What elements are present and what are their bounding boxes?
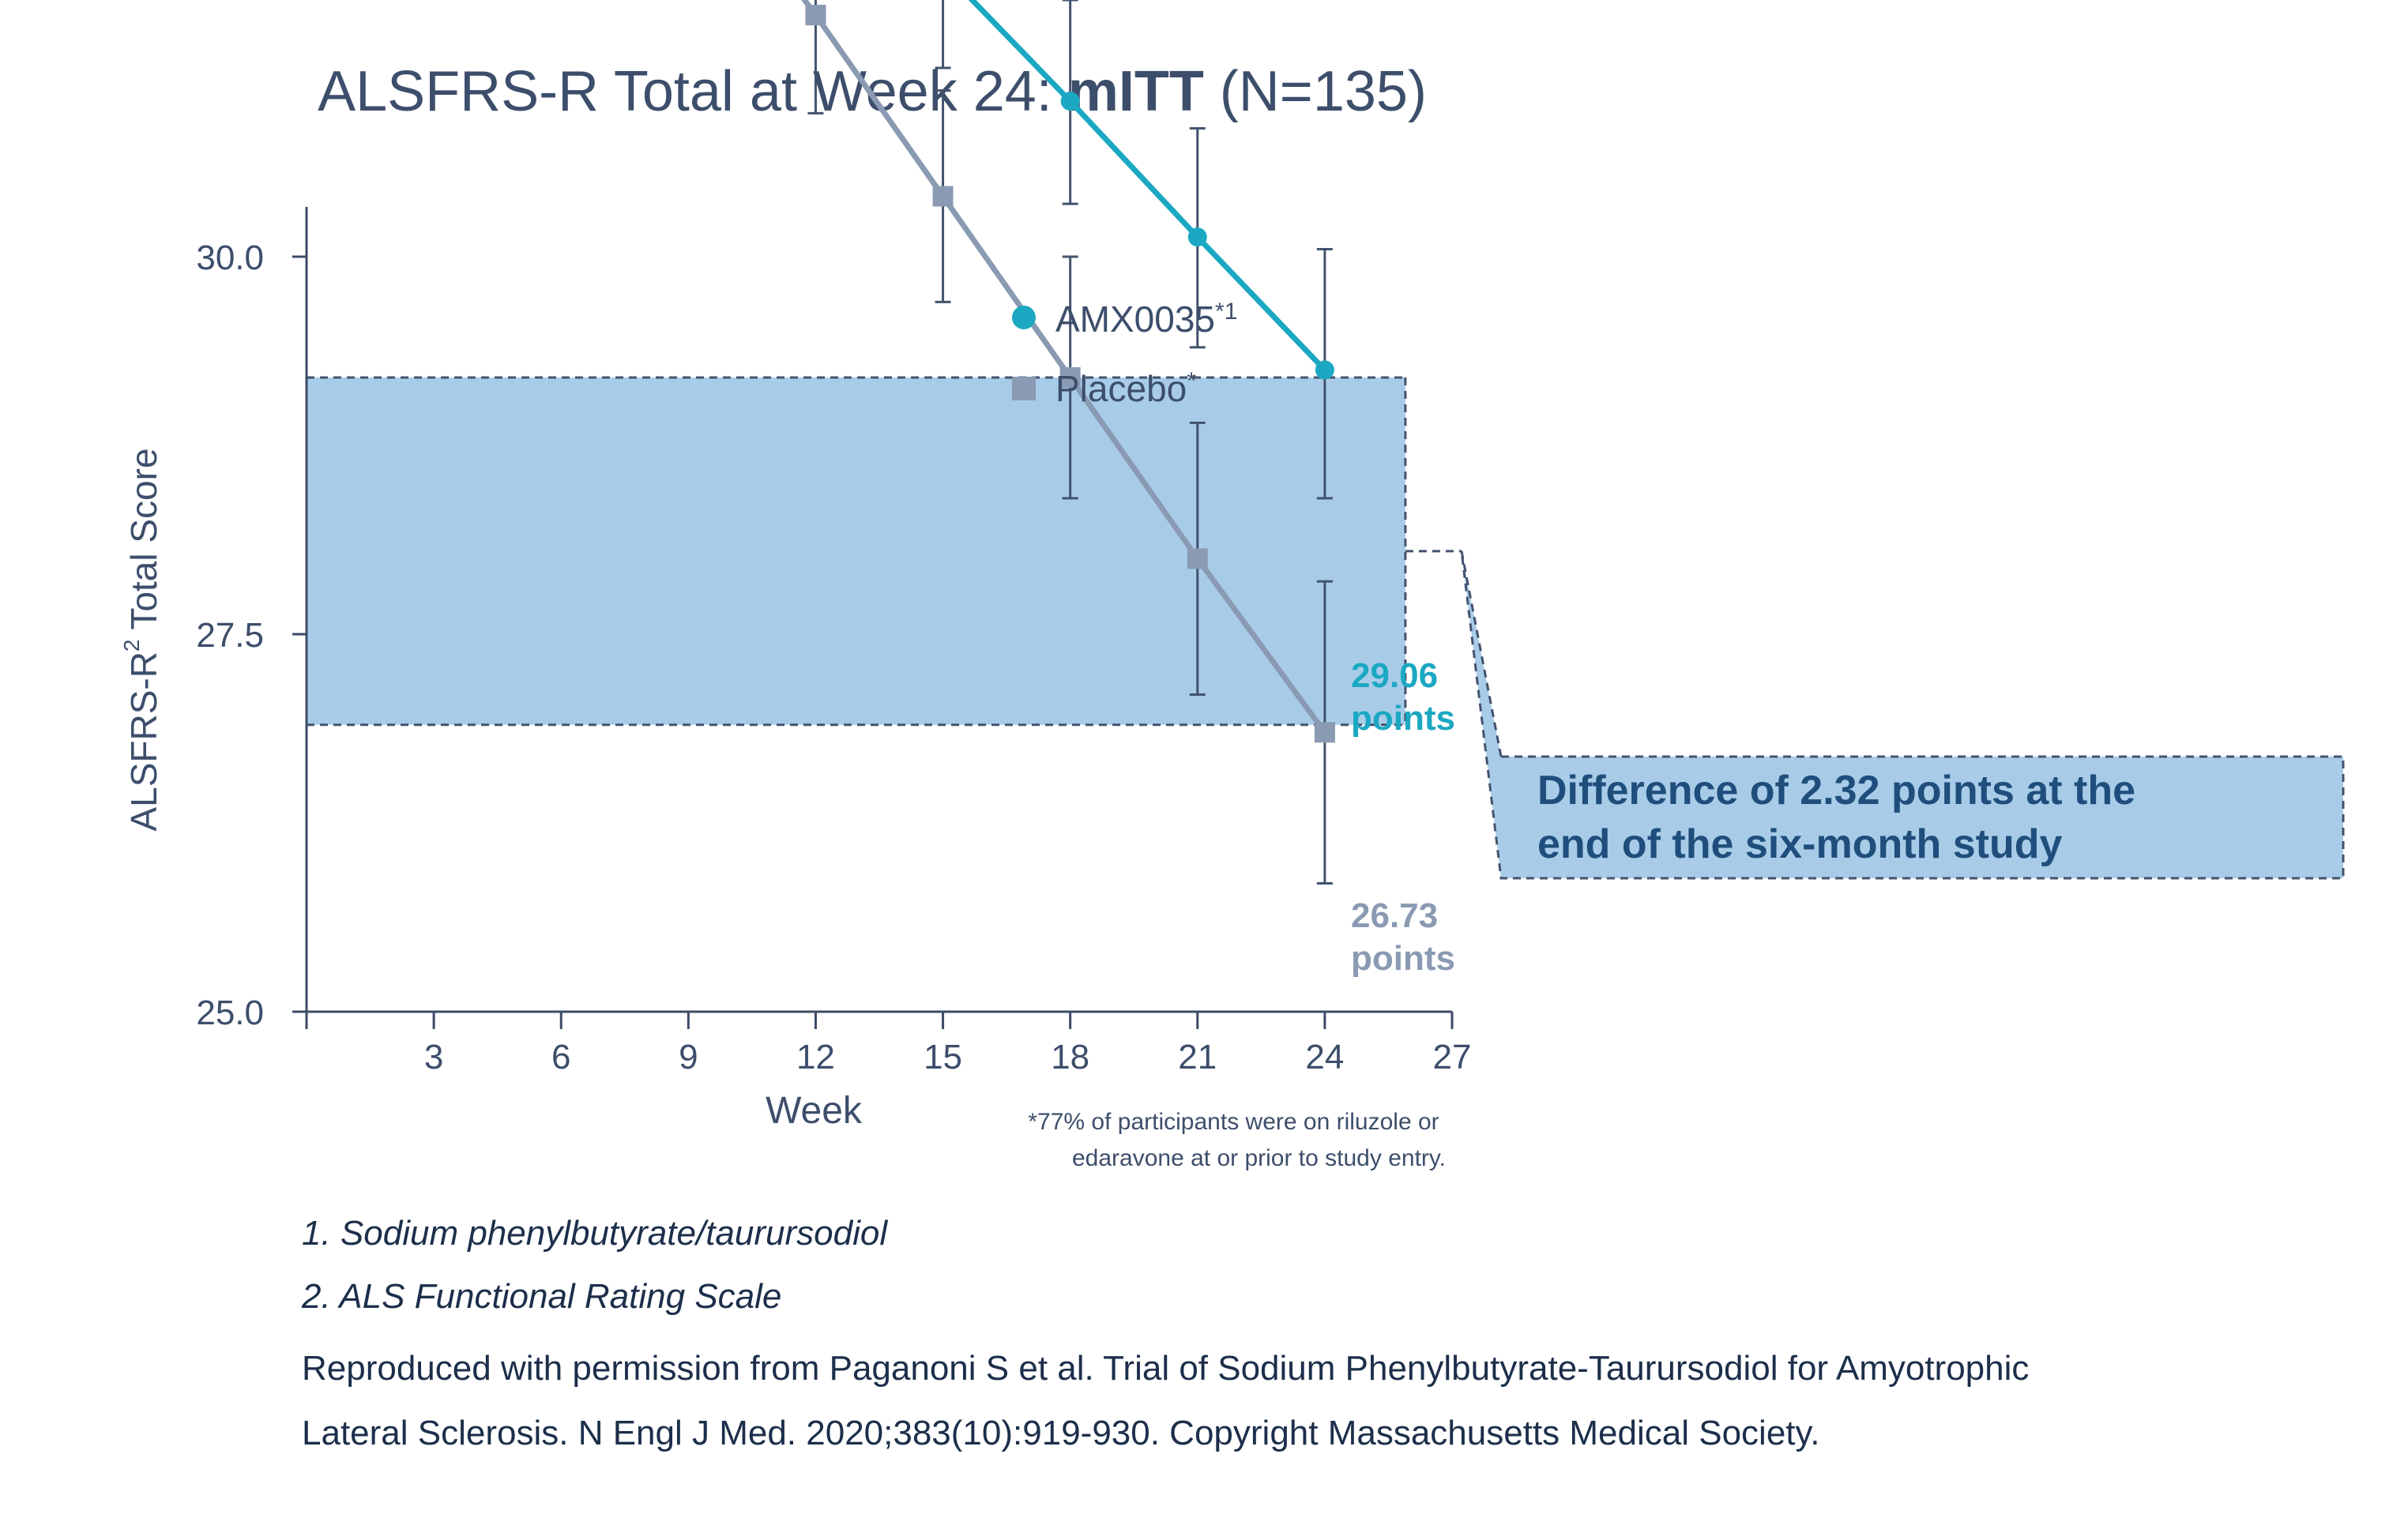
- y-axis-label: ALSFRS-R2 Total Score: [119, 448, 164, 831]
- x-tick-label-24: 24: [1305, 1038, 1344, 1076]
- placebo-end-label-line-2: points: [1351, 939, 1455, 978]
- citation-line-2: Lateral Sclerosis. N Engl J Med. 2020;38…: [302, 1414, 1820, 1452]
- x-tick-label-12: 12: [796, 1038, 835, 1076]
- x-tick-label-6: 6: [551, 1038, 570, 1076]
- amx0035-point-week-24: [1315, 360, 1334, 380]
- chart-footnote-line-2: edaravone at or prior to study entry.: [1072, 1145, 1446, 1171]
- placebo-point-week-15: [932, 186, 954, 207]
- citation: Reproduced with permission from Paganoni…: [302, 1336, 2324, 1466]
- footnote-1: 1. Sodium phenylbutyrate/taurursodiol: [302, 1214, 888, 1253]
- legend-placebo-superscript: *: [1187, 368, 1196, 394]
- footnotes: 1. Sodium phenylbutyrate/taurursodiol 2.…: [302, 1202, 2324, 1466]
- legend-placebo-label: Placebo*: [1055, 368, 1196, 409]
- legend-amx0035-marker: [1012, 306, 1036, 329]
- x-tick-label-15: 15: [924, 1038, 962, 1076]
- legend: AMX0035*1 Placebo*: [1012, 299, 1237, 409]
- x-tick-label-21: 21: [1178, 1038, 1217, 1076]
- y-tick-label-30.0: 30.0: [196, 239, 264, 277]
- citation-line-1: Reproduced with permission from Paganoni…: [302, 1349, 2030, 1388]
- callout-text-line-2: end of the six-month study: [1537, 821, 2063, 867]
- amx0035-point-week-21: [1187, 227, 1207, 247]
- x-tick-label-3: 3: [424, 1038, 443, 1076]
- chart-footnote: *77% of participants were on riluzole or…: [1028, 1109, 1446, 1171]
- footnote-2: 2. ALS Functional Rating Scale: [302, 1277, 782, 1316]
- amx0035-end-label-line-2: points: [1351, 699, 1455, 738]
- amx0035-end-label-line-1: 29.06: [1351, 656, 1438, 695]
- chart-title-suffix: (N=135): [1204, 60, 1427, 123]
- chart-title-prefix: ALSFRS-R Total at Week 24:: [318, 60, 1068, 123]
- chart-footnote-line-1: *77% of participants were on riluzole or: [1028, 1109, 1439, 1135]
- difference-callout: [1460, 550, 2345, 880]
- chart-title-emphasis: mITT: [1068, 60, 1204, 123]
- y-axis-label-superscript: 2: [119, 640, 144, 652]
- legend-placebo-marker: [1012, 377, 1036, 400]
- legend-amx0035-superscript: *1: [1215, 299, 1237, 325]
- series-layer: 29.06 points 26.73 points: [801, 0, 1455, 978]
- y-tick-label-25.0: 25.0: [196, 994, 264, 1032]
- x-tick-label-18: 18: [1051, 1038, 1089, 1076]
- x-axis-label: Week: [766, 1090, 863, 1132]
- legend-amx0035-label: AMX0035*1: [1055, 299, 1237, 340]
- placebo-end-label-line-1: 26.73: [1351, 896, 1438, 935]
- placebo-point-week-24: [1314, 722, 1335, 743]
- callout-text-line-1: Difference of 2.32 points at the: [1537, 768, 2135, 813]
- y-tick-label-27.5: 27.5: [196, 616, 264, 655]
- placebo-point-week-21: [1187, 548, 1208, 569]
- difference-band-layer: Difference of 2.32 points at the end of t…: [307, 376, 2345, 880]
- amx0035-point-week-18: [1060, 92, 1080, 111]
- x-tick-label-9: 9: [679, 1038, 698, 1076]
- amx0035-series-line: [968, 0, 1327, 372]
- axes: 25.027.530.032.535.037.5369121518212427: [196, 207, 1472, 1076]
- placebo-point-week-12: [805, 5, 826, 26]
- placebo-point-week-18: [1059, 366, 1081, 388]
- difference-band: [307, 377, 1405, 725]
- x-tick-label-27: 27: [1433, 1038, 1472, 1076]
